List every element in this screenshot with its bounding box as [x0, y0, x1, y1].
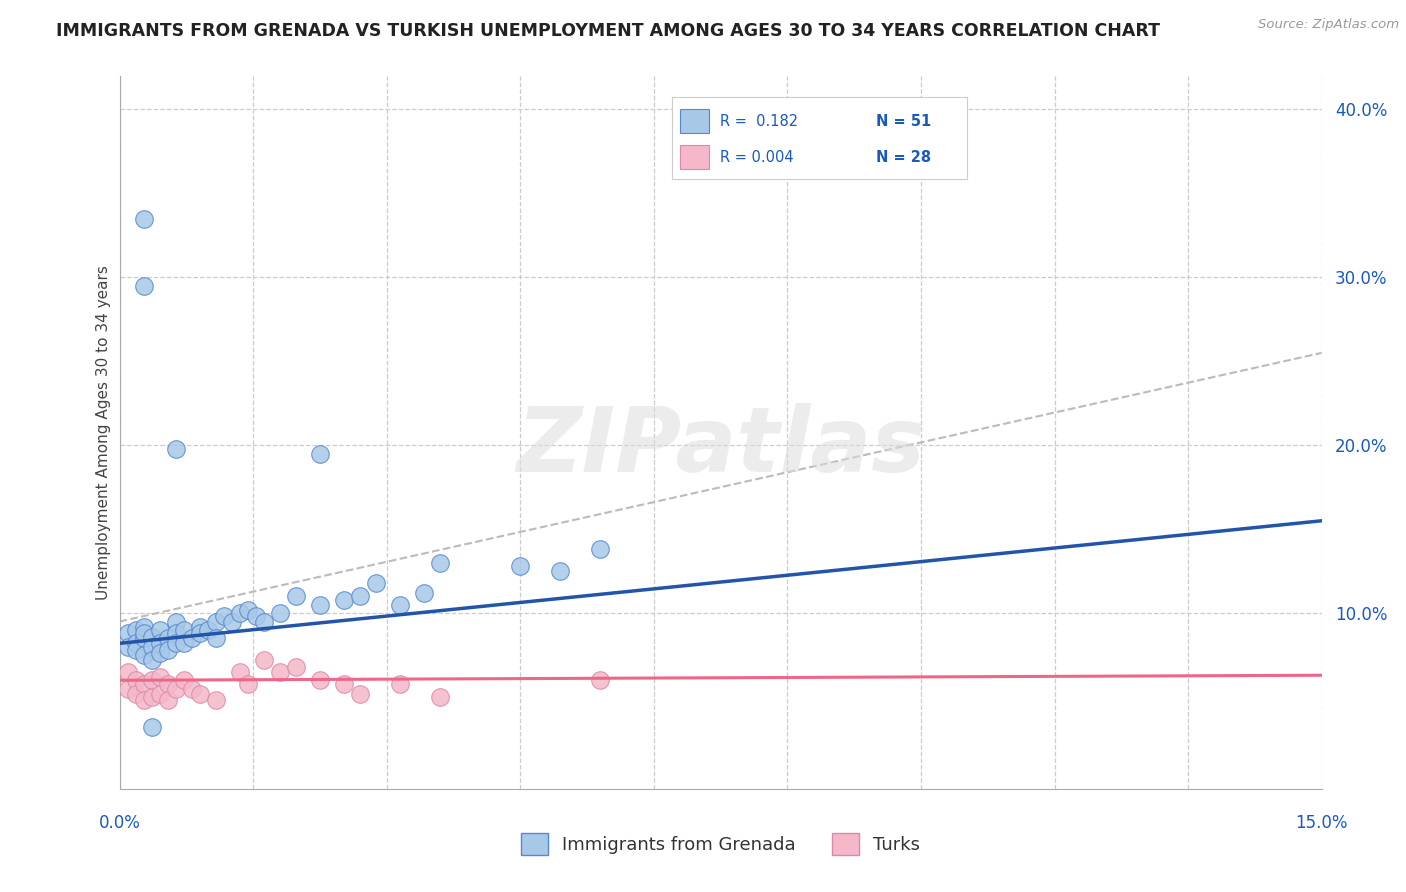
Point [132, 693, 155, 707]
Point [149, 623, 172, 637]
Point [413, 586, 436, 600]
Legend: Immigrants from Grenada, Turks: Immigrants from Grenada, Turks [513, 826, 928, 863]
Point [188, 626, 211, 640]
Text: R =  0.182: R = 0.182 [720, 113, 797, 128]
Point [245, 609, 267, 624]
Point [132, 676, 155, 690]
Point [550, 564, 572, 578]
Point [188, 687, 211, 701]
Point [132, 632, 155, 646]
FancyBboxPatch shape [681, 109, 709, 133]
Point [141, 630, 163, 644]
Point [364, 575, 387, 590]
Point [117, 640, 139, 654]
Point [180, 632, 202, 646]
Text: N = 28: N = 28 [876, 150, 931, 165]
Point [124, 623, 146, 637]
Point [509, 559, 531, 574]
Point [165, 615, 187, 629]
Point [173, 673, 195, 688]
Point [236, 676, 259, 690]
Point [212, 609, 235, 624]
Point [141, 653, 163, 667]
Point [173, 636, 195, 650]
Point [204, 693, 226, 707]
FancyBboxPatch shape [681, 145, 709, 169]
Point [117, 626, 139, 640]
Text: N = 51: N = 51 [876, 113, 931, 128]
Point [165, 681, 187, 696]
Point [156, 676, 179, 690]
Point [149, 687, 172, 701]
Point [165, 626, 187, 640]
Point [236, 603, 259, 617]
Point [349, 590, 371, 604]
Point [388, 676, 412, 690]
Y-axis label: Unemployment Among Ages 30 to 34 years: Unemployment Among Ages 30 to 34 years [96, 265, 111, 600]
Point [156, 643, 179, 657]
Point [141, 690, 163, 704]
Point [188, 619, 211, 633]
Text: ZIPatlas: ZIPatlas [516, 403, 925, 491]
Point [221, 615, 243, 629]
Text: 15.0%: 15.0% [1295, 814, 1348, 831]
Point [309, 673, 332, 688]
Point [309, 598, 332, 612]
Point [156, 632, 179, 646]
Point [132, 211, 155, 226]
Point [204, 615, 226, 629]
Point [141, 640, 163, 654]
Point [132, 626, 155, 640]
Text: IMMIGRANTS FROM GRENADA VS TURKISH UNEMPLOYMENT AMONG AGES 30 TO 34 YEARS CORREL: IMMIGRANTS FROM GRENADA VS TURKISH UNEMP… [56, 22, 1160, 40]
Point [253, 615, 276, 629]
Point [333, 676, 356, 690]
Point [124, 643, 146, 657]
Point [165, 442, 187, 456]
Point [429, 556, 451, 570]
Point [197, 623, 219, 637]
Text: 0.0%: 0.0% [98, 814, 141, 831]
Point [117, 665, 139, 679]
Point [333, 592, 356, 607]
Text: R = 0.004: R = 0.004 [720, 150, 793, 165]
Point [132, 278, 155, 293]
Point [228, 665, 252, 679]
Point [117, 681, 139, 696]
Point [180, 681, 202, 696]
Point [589, 542, 612, 557]
Point [149, 670, 172, 684]
Point [204, 632, 226, 646]
Point [429, 690, 451, 704]
Point [284, 660, 307, 674]
Point [589, 673, 612, 688]
Point [149, 636, 172, 650]
Point [141, 720, 163, 734]
Point [124, 687, 146, 701]
Point [349, 687, 371, 701]
Point [309, 447, 332, 461]
Point [124, 673, 146, 688]
Point [124, 636, 146, 650]
Point [284, 590, 307, 604]
Point [141, 673, 163, 688]
Point [165, 636, 187, 650]
Point [156, 693, 179, 707]
Point [132, 648, 155, 662]
Point [228, 606, 252, 620]
Point [132, 619, 155, 633]
Point [269, 606, 291, 620]
Point [269, 665, 291, 679]
Point [253, 653, 276, 667]
Point [173, 623, 195, 637]
Point [149, 647, 172, 661]
Point [388, 598, 412, 612]
Text: Source: ZipAtlas.com: Source: ZipAtlas.com [1258, 18, 1399, 31]
